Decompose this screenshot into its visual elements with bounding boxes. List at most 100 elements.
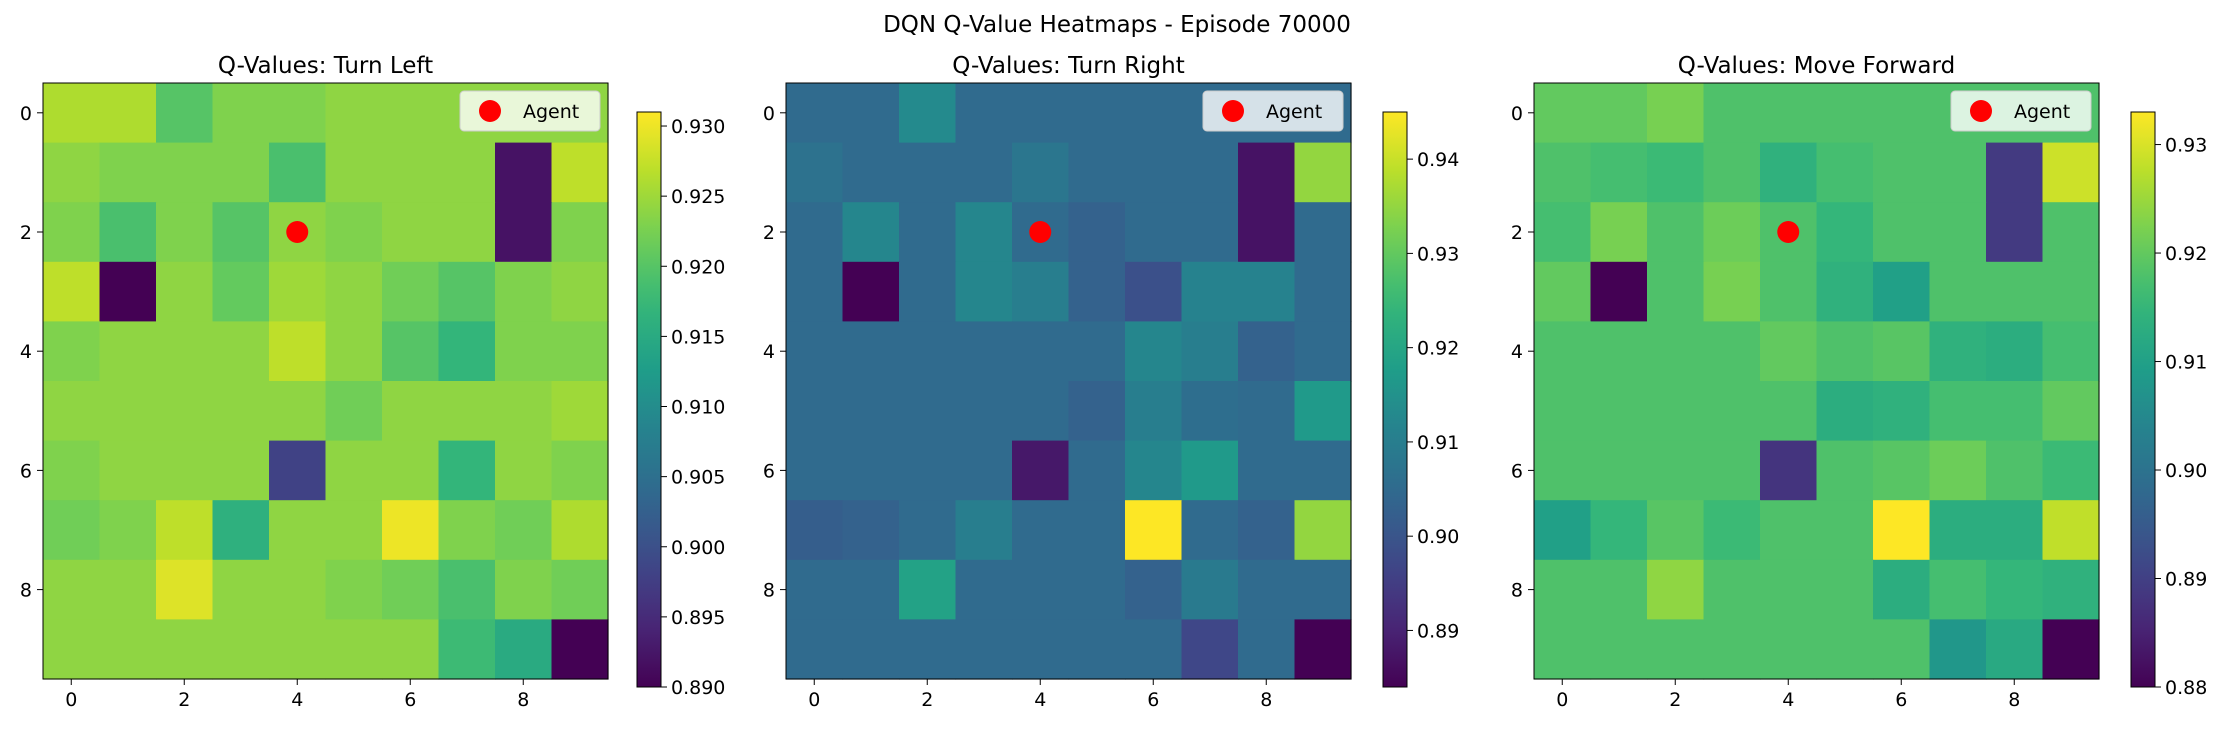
heatmap-cell (786, 500, 844, 561)
heatmap-cell (1873, 440, 1931, 501)
heatmap-cell (212, 202, 270, 263)
heatmap-cell (899, 261, 957, 322)
heatmap-cell (1125, 142, 1183, 203)
heatmap-cell (1012, 142, 1070, 203)
heatmap-cell (1125, 381, 1183, 442)
plot-frame (1533, 82, 2100, 680)
heatmap-cell (955, 202, 1013, 263)
heatmap-cell (1816, 261, 1874, 322)
heatmap-cell (1703, 619, 1761, 680)
heatmap-cell (955, 83, 1013, 144)
heatmap-cell (551, 261, 609, 322)
colorbar-tick-label: 0.92 (1417, 338, 1459, 360)
y-tick-label: 2 (1511, 222, 1523, 244)
heatmap-cell (2042, 381, 2100, 442)
heatmap-cell (1294, 142, 1352, 203)
heatmap-cell (1986, 142, 2044, 203)
heatmap-cell (212, 559, 270, 620)
heatmap-cell (899, 440, 957, 501)
heatmap-cell (438, 440, 496, 501)
heatmap-cell (1703, 321, 1761, 382)
y-tick-label: 2 (763, 222, 775, 244)
heatmap-cell (1816, 440, 1874, 501)
colorbar-tick-label: 0.93 (1417, 243, 1459, 265)
heatmap-cell (1703, 440, 1761, 501)
heatmap-cell (955, 559, 1013, 620)
colorbar-tick-label: 0.895 (671, 607, 725, 629)
heatmap-cell (212, 261, 270, 322)
legend: Agent (1202, 90, 1344, 132)
y-tick-label: 0 (763, 103, 775, 125)
panel-title: Q-Values: Turn Left (218, 53, 433, 79)
colorbar-tick-label: 0.88 (2165, 677, 2207, 699)
heatmap-cell (1534, 202, 1592, 263)
heatmap-cell (2042, 500, 2100, 561)
heatmap-cell (1986, 321, 2044, 382)
heatmap-cell (1703, 83, 1761, 144)
agent-marker (1777, 221, 1800, 243)
heatmap-cell (899, 559, 957, 620)
heatmap-cell (551, 440, 609, 501)
colorbar-tick-label: 0.90 (2165, 460, 2207, 482)
heatmap-cell (1647, 261, 1705, 322)
x-tick-label: 2 (921, 689, 933, 711)
heatmap-cell (325, 321, 383, 382)
heatmap-cell (1068, 83, 1126, 144)
x-tick-label: 6 (1895, 689, 1907, 711)
heatmap-cell (1294, 440, 1352, 501)
heatmap-cell (1873, 321, 1931, 382)
heatmap-cell (325, 500, 383, 561)
heatmap-cell (1929, 142, 1987, 203)
heatmap-cell (1647, 440, 1705, 501)
heatmap-cell (1873, 261, 1931, 322)
heatmap-cell (955, 261, 1013, 322)
heatmap-cell (382, 321, 440, 382)
heatmap-cell (955, 142, 1013, 203)
heatmap-cell (1238, 500, 1296, 561)
heatmap-cell (1012, 559, 1070, 620)
x-tick-label: 2 (178, 689, 190, 711)
colorbar-tick-label: 0.92 (2165, 243, 2207, 265)
heatmap-cell (1068, 619, 1126, 680)
legend-box (1202, 90, 1344, 132)
heatmap-cell (1590, 321, 1648, 382)
heatmap-cell (382, 261, 440, 322)
heatmap-cell (1012, 83, 1070, 144)
y-tick-label: 4 (20, 341, 32, 363)
heatmap-cell (156, 202, 214, 263)
heatmap-cell (1012, 619, 1070, 680)
heatmap-cell (438, 381, 496, 442)
heatmap-cell (1590, 83, 1648, 144)
colorbar-tick-label: 0.890 (671, 677, 725, 699)
heatmap-cell (1816, 619, 1874, 680)
heatmap-cell (1929, 202, 1987, 263)
heatmap-cell (1816, 381, 1874, 442)
heatmap-cell (1929, 619, 1987, 680)
heatmap-cell (1590, 440, 1648, 501)
heatmap-cell (156, 500, 214, 561)
heatmap-cell (842, 440, 900, 501)
heatmap-cell (1294, 261, 1352, 322)
heatmap-cell (325, 440, 383, 501)
heatmap-cell (1590, 261, 1648, 322)
heatmap-cell (1181, 381, 1239, 442)
legend-agent-marker (479, 100, 501, 122)
heatmap-cell (1012, 321, 1070, 382)
legend-label: Agent (2014, 101, 2070, 123)
heatmap-cell (212, 381, 270, 442)
heatmap-cell (1703, 559, 1761, 620)
heatmap-cell (1647, 83, 1705, 144)
heatmap-cell (325, 261, 383, 322)
heatmap-cell (1873, 619, 1931, 680)
y-tick-label: 0 (20, 103, 32, 125)
heatmap-cell (43, 440, 101, 501)
heatmap-cell (1760, 381, 1818, 442)
heatmap-cell (1760, 440, 1818, 501)
heatmap-cell (551, 381, 609, 442)
heatmap-cell (786, 440, 844, 501)
heatmap-cell (212, 500, 270, 561)
heatmap-cell (438, 619, 496, 680)
heatmap-cell (1068, 500, 1126, 561)
heatmap-cell (1294, 619, 1352, 680)
